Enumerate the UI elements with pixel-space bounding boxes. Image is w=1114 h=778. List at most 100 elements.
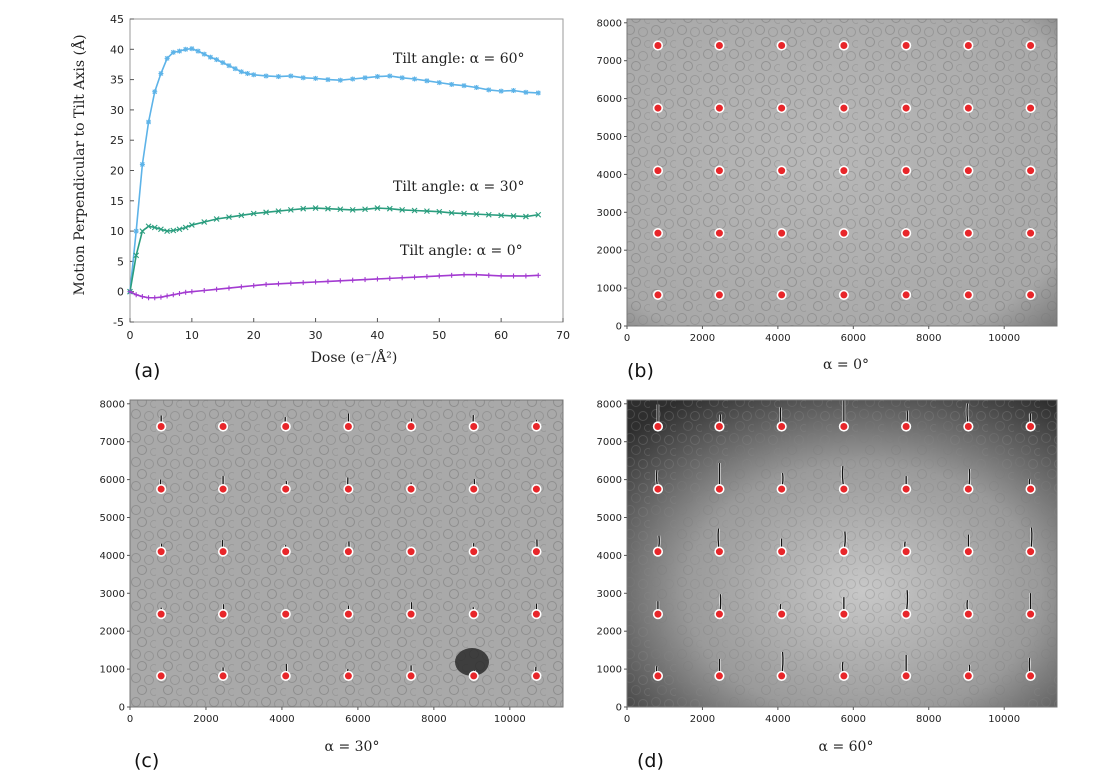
patch-point-d [776,421,787,432]
data-point-series-0 [158,71,164,77]
y-tick-label-d: 2000 [597,627,622,638]
data-point-series-0 [486,87,492,93]
patch-point-c [343,421,354,432]
data-point-series-2 [152,295,158,301]
patch-point-c [217,670,229,682]
plot-c-frame [129,399,564,708]
patch-point-c [156,546,167,557]
ice-contaminant [455,648,489,676]
data-point-series-0 [176,48,182,54]
patch-point-c [280,670,291,682]
data-point-series-0 [195,48,201,54]
data-point-series-0 [226,63,232,69]
caption-d: α = 60° [819,739,874,755]
plot-d-frame [626,399,1058,708]
patch-point-d [963,670,974,682]
patch-point-b [838,102,849,114]
patch-point-d [963,546,974,557]
patch-point-b [901,102,912,114]
data-point-series-2 [139,294,145,300]
data-point-series-0 [146,119,152,125]
x-tick-label-b: 0 [624,333,630,344]
patch-point-c [280,421,291,432]
y-tick-label-a: -5 [113,316,124,329]
y-tick-label-b: 3000 [597,208,622,219]
data-point-series-2 [498,273,504,279]
patch-point-b [652,40,664,51]
patch-point-d [901,546,912,557]
data-point-series-0 [275,74,281,80]
data-point-series-1 [436,208,443,215]
data-point-series-2 [449,272,455,278]
patch-point-d [901,670,912,682]
data-point-series-1 [263,209,269,216]
patch-point-b [963,102,974,114]
x-tick-label-d: 2000 [690,714,715,725]
y-tick-label-c: 1000 [100,665,125,676]
x-tick-label-d: 8000 [916,714,941,725]
patch-point-b [652,165,664,176]
data-point-series-2 [238,284,244,290]
data-point-series-1 [300,205,307,212]
patch-point-d [838,546,849,557]
patch-point-c [531,670,542,682]
data-point-series-1 [188,222,195,228]
panel-d-micrograph: 0 2000 4000 6000 8000 10000 0 1000 2000 3000 4000 5… [597,399,1058,772]
x-tick-label-c: 0 [127,714,133,725]
patch-point-c [156,609,167,620]
y-tick-label-c: 8000 [100,399,125,410]
data-point-series-0 [207,54,213,60]
patch-point-d [838,670,849,682]
data-point-series-0 [523,89,529,95]
patch-point-d [714,421,725,432]
data-point-series-2 [424,274,430,280]
y-tick-label-a: 40 [110,43,124,56]
x-tick-label-c: 6000 [345,714,370,725]
data-point-series-0 [374,74,380,80]
patch-point-b [776,289,787,301]
data-point-series-2 [288,280,294,286]
patch-point-d [776,609,787,620]
patch-point-d [901,609,912,620]
y-tick-label-b: 2000 [597,246,622,257]
data-point-series-1 [337,206,344,213]
patch-point-b [652,102,664,114]
data-point-series-1 [448,210,455,216]
patch-point-c [531,483,542,495]
patch-point-d [714,670,725,682]
panel-label-a: (a) [134,360,160,382]
patch-point-b [776,165,787,176]
x-tick-label-a: 0 [127,329,134,342]
patch-point-b [776,102,787,114]
data-point-series-1 [250,210,257,217]
patch-point-c [468,546,479,557]
data-point-series-1 [164,228,171,234]
panel-b-micrograph: 0 2000 4000 6000 8000 10000 0 1000 2000 3000 4000 5… [597,18,1058,382]
data-point-series-2 [399,275,405,281]
y-tick-label-b: 7000 [597,56,622,67]
x-axis-label-a: Dose (e⁻/Å²) [311,348,398,366]
patch-point-b [838,228,849,239]
patch-point-d [1025,546,1036,557]
data-point-series-2 [226,285,232,291]
data-point-series-2 [170,292,176,298]
data-point-series-0 [461,83,467,89]
data-point-series-2 [412,274,418,280]
y-tick-label-b: 5000 [597,132,622,143]
patch-point-d [838,609,849,620]
data-point-series-0 [511,88,517,94]
data-point-series-2 [523,273,529,279]
patch-point-c [217,546,229,557]
patch-point-d [714,609,725,620]
patch-point-b [901,228,912,239]
data-point-series-2 [300,280,306,286]
patch-point-d [1025,483,1036,495]
caption-b: α = 0° [823,357,869,373]
data-point-series-1 [374,205,381,211]
patch-point-b [714,102,725,114]
patch-point-c [468,670,479,682]
data-point-series-2 [158,294,164,300]
data-point-series-1 [386,205,393,212]
data-point-series-0 [245,71,251,77]
